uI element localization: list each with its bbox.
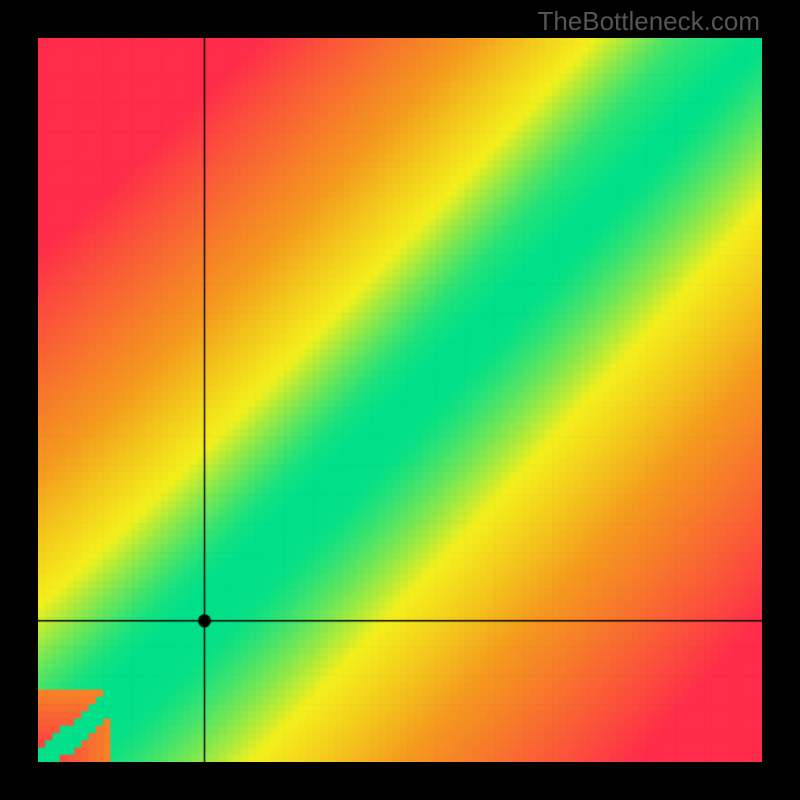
bottleneck-heatmap <box>38 38 762 762</box>
watermark-text: TheBottleneck.com <box>537 6 760 37</box>
